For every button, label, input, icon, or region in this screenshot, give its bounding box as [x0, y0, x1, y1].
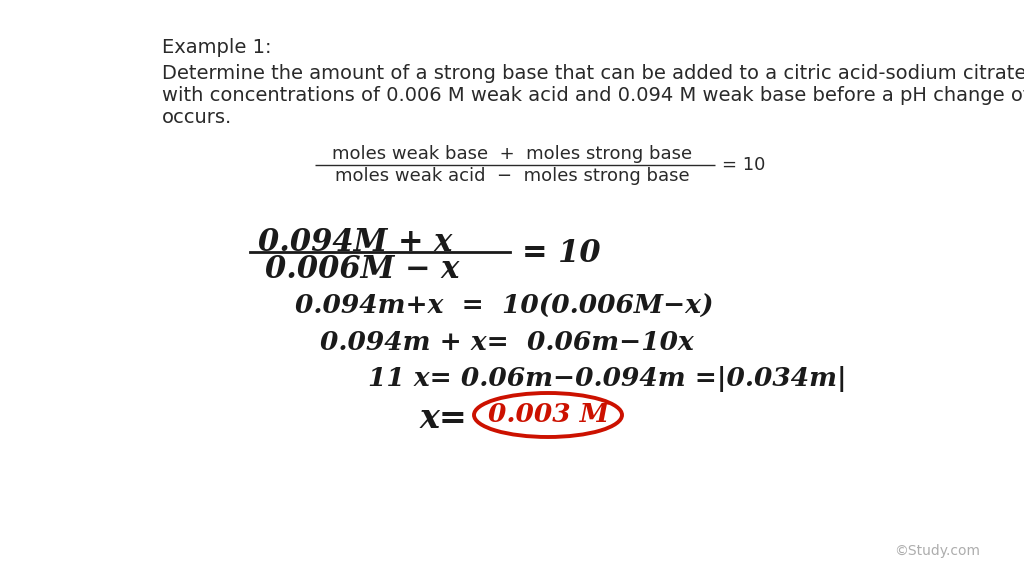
- Text: 0.006M − x: 0.006M − x: [265, 254, 459, 285]
- Text: moles weak acid  −  moles strong base: moles weak acid − moles strong base: [335, 167, 689, 185]
- Text: Determine the amount of a strong base that can be added to a citric acid-sodium : Determine the amount of a strong base th…: [162, 64, 1024, 83]
- Text: 0.003 M: 0.003 M: [487, 403, 608, 427]
- Text: occurs.: occurs.: [162, 108, 232, 127]
- Text: 11 x= 0.06m−0.094m =|0.034m|: 11 x= 0.06m−0.094m =|0.034m|: [368, 366, 847, 392]
- Text: 0.094M + x: 0.094M + x: [258, 227, 453, 258]
- Text: moles weak base  +  moles strong base: moles weak base + moles strong base: [332, 145, 692, 163]
- Text: ©Study.com: ©Study.com: [894, 544, 980, 558]
- Text: = 10: = 10: [522, 238, 601, 269]
- Text: = 10: = 10: [722, 156, 765, 174]
- Text: with concentrations of 0.006 M weak acid and 0.094 M weak base before a pH chang: with concentrations of 0.006 M weak acid…: [162, 86, 1024, 105]
- Text: 0.094m+x  =  10(0.006M−x): 0.094m+x = 10(0.006M−x): [295, 294, 714, 319]
- Text: x=: x=: [420, 402, 468, 435]
- Text: 0.094m + x=  0.06m−10x: 0.094m + x= 0.06m−10x: [319, 330, 693, 355]
- Text: Example 1:: Example 1:: [162, 38, 271, 57]
